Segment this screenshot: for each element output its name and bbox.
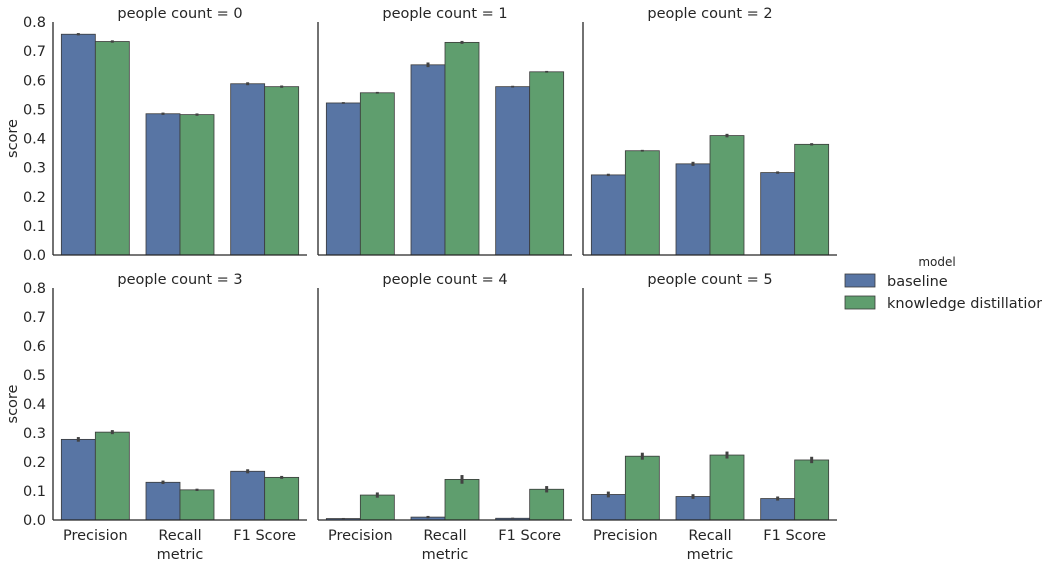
y-tick-label: 0.1: [23, 484, 46, 500]
y-tick-label: 0.8: [23, 15, 46, 31]
x-tick-label: F1 Score: [233, 528, 296, 544]
panel-title: people count = 2: [647, 6, 772, 22]
bar-knowledge-distillation-f1-score: [264, 86, 300, 256]
panel-people-count-4: people count = 4 Precision Recall F1 Score m…: [317, 272, 572, 563]
x-tick-label: Precision: [593, 528, 658, 544]
legend: model baseline knowledge distillation: [844, 255, 1042, 312]
x-tick-label: Recall: [423, 528, 466, 544]
bar-baseline-f1-score: [230, 470, 266, 521]
x-axis-label: metric: [157, 547, 204, 563]
y-tick-label: 0.3: [23, 161, 46, 177]
panel-people-count-0: people count = 0 0.0 0.1 0.2 0.3 0.4 0.5 0.6 0.7…: [5, 6, 307, 264]
bar-knowledge-distillation-recall: [444, 478, 480, 521]
bar-baseline-recall: [145, 113, 181, 256]
bar-knowledge-distillation-f1-score: [794, 459, 830, 521]
bar-knowledge-distillation-f1-score: [529, 71, 565, 256]
panel-people-count-5: people count = 5 Precision Recall F1 Score m…: [582, 272, 837, 563]
chart-panels: people count = 0 0.0 0.1 0.2 0.3 0.4 0.5 0.6 0.7…: [5, 6, 837, 563]
panel-title: people count = 4: [382, 272, 507, 288]
legend-title: model: [918, 255, 955, 269]
bar-baseline-precision: [60, 33, 96, 256]
bar-baseline-precision: [590, 494, 626, 521]
x-axis-label: metric: [422, 547, 469, 563]
legend-swatch-baseline: [844, 273, 876, 288]
bar-baseline-f1-score: [495, 86, 531, 256]
bar-baseline-precision: [590, 174, 626, 256]
bar-baseline-recall: [675, 163, 711, 256]
bar-knowledge-distillation-precision: [624, 150, 660, 256]
x-tick-label: Recall: [688, 528, 731, 544]
y-tick-label: 0.2: [23, 455, 46, 471]
y-tick-label: 0.7: [23, 310, 46, 326]
bar-knowledge-distillation-recall: [709, 454, 745, 521]
bar-knowledge-distillation-precision: [359, 92, 395, 256]
bar-knowledge-distillation-f1-score: [264, 476, 300, 521]
x-tick-label: F1 Score: [498, 528, 561, 544]
y-tick-label: 0.2: [23, 190, 46, 206]
y-tick-label: 0.6: [23, 73, 46, 89]
bar-knowledge-distillation-f1-score: [794, 143, 830, 256]
bar-knowledge-distillation-recall: [179, 114, 215, 256]
bar-knowledge-distillation-precision: [94, 431, 130, 521]
y-axis-label: score: [5, 384, 21, 423]
legend-label-knowledge-distillation: knowledge distillation: [887, 296, 1042, 312]
y-tick-label: 0.5: [23, 102, 46, 118]
x-axis-label: metric: [687, 547, 734, 563]
legend-label-baseline: baseline: [887, 274, 948, 290]
bar-knowledge-distillation-precision: [359, 494, 395, 521]
x-tick-label: F1 Score: [763, 528, 826, 544]
y-tick-label: 0.0: [23, 513, 46, 529]
bar-baseline-precision: [325, 102, 361, 256]
bar-baseline-f1-score: [760, 172, 796, 256]
bar-baseline-recall: [145, 481, 181, 521]
panel-people-count-3: people count = 3 0.0 0.1 0.2 0.3 0.4 0.5 0.6 0.7…: [5, 272, 307, 563]
panel-people-count-2: people count = 2: [582, 6, 837, 256]
x-tick-label: Precision: [63, 528, 128, 544]
bar-knowledge-distillation-f1-score: [529, 488, 565, 521]
bar-baseline-recall: [675, 496, 711, 521]
bar-baseline-recall: [410, 64, 446, 256]
bar-knowledge-distillation-precision: [624, 455, 660, 521]
panel-title: people count = 3: [117, 272, 242, 288]
x-tick-label: Precision: [328, 528, 393, 544]
bar-baseline-precision: [60, 438, 96, 521]
bar-knowledge-distillation-recall: [444, 41, 480, 256]
y-tick-label: 0.7: [23, 44, 46, 60]
y-tick-label: 0.4: [23, 132, 46, 148]
y-axis-label: score: [5, 119, 21, 158]
y-tick-label: 0.8: [23, 281, 46, 297]
legend-swatch-knowledge-distillation: [844, 295, 876, 310]
y-tick-label: 0.1: [23, 219, 46, 235]
panel-title: people count = 1: [382, 6, 507, 22]
bar-baseline-f1-score: [230, 83, 266, 256]
y-tick-label: 0.0: [23, 248, 46, 264]
bar-knowledge-distillation-recall: [179, 489, 215, 521]
y-tick-label: 0.3: [23, 426, 46, 442]
panel-title: people count = 0: [117, 6, 242, 22]
bar-baseline-f1-score: [760, 498, 796, 521]
bar-knowledge-distillation-precision: [94, 41, 130, 256]
y-tick-label: 0.4: [23, 397, 46, 413]
y-tick-label: 0.5: [23, 368, 46, 384]
x-tick-label: Recall: [158, 528, 201, 544]
panel-title: people count = 5: [647, 272, 772, 288]
y-tick-label: 0.6: [23, 339, 46, 355]
panel-people-count-1: people count = 1: [317, 6, 572, 256]
bar-knowledge-distillation-recall: [709, 135, 745, 256]
